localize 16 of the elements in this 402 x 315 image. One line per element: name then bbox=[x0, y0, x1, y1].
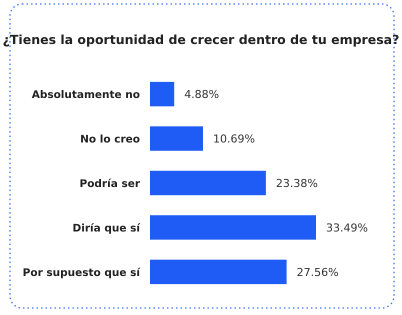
data-label: 23.38% bbox=[276, 177, 318, 190]
chart-title: ¿Tienes la oportunidad de crecer dentro de tu empresa? bbox=[2, 32, 400, 47]
y-tick-label: Por supuesto que sí bbox=[22, 266, 142, 279]
bar bbox=[150, 260, 287, 284]
y-tick-label: Podría ser bbox=[80, 178, 141, 190]
bar bbox=[150, 82, 174, 106]
data-label: 33.49% bbox=[326, 221, 368, 234]
bar bbox=[150, 126, 203, 151]
y-tick-label: Diría que sí bbox=[72, 222, 142, 234]
bar bbox=[150, 170, 266, 196]
y-tick-label: No lo creo bbox=[80, 134, 140, 146]
y-tick-label: Absolutamente no bbox=[32, 89, 140, 102]
bar bbox=[150, 215, 316, 240]
data-label: 4.88% bbox=[184, 88, 220, 102]
data-label: 10.69% bbox=[212, 132, 255, 146]
data-label: 27.56% bbox=[296, 266, 339, 279]
